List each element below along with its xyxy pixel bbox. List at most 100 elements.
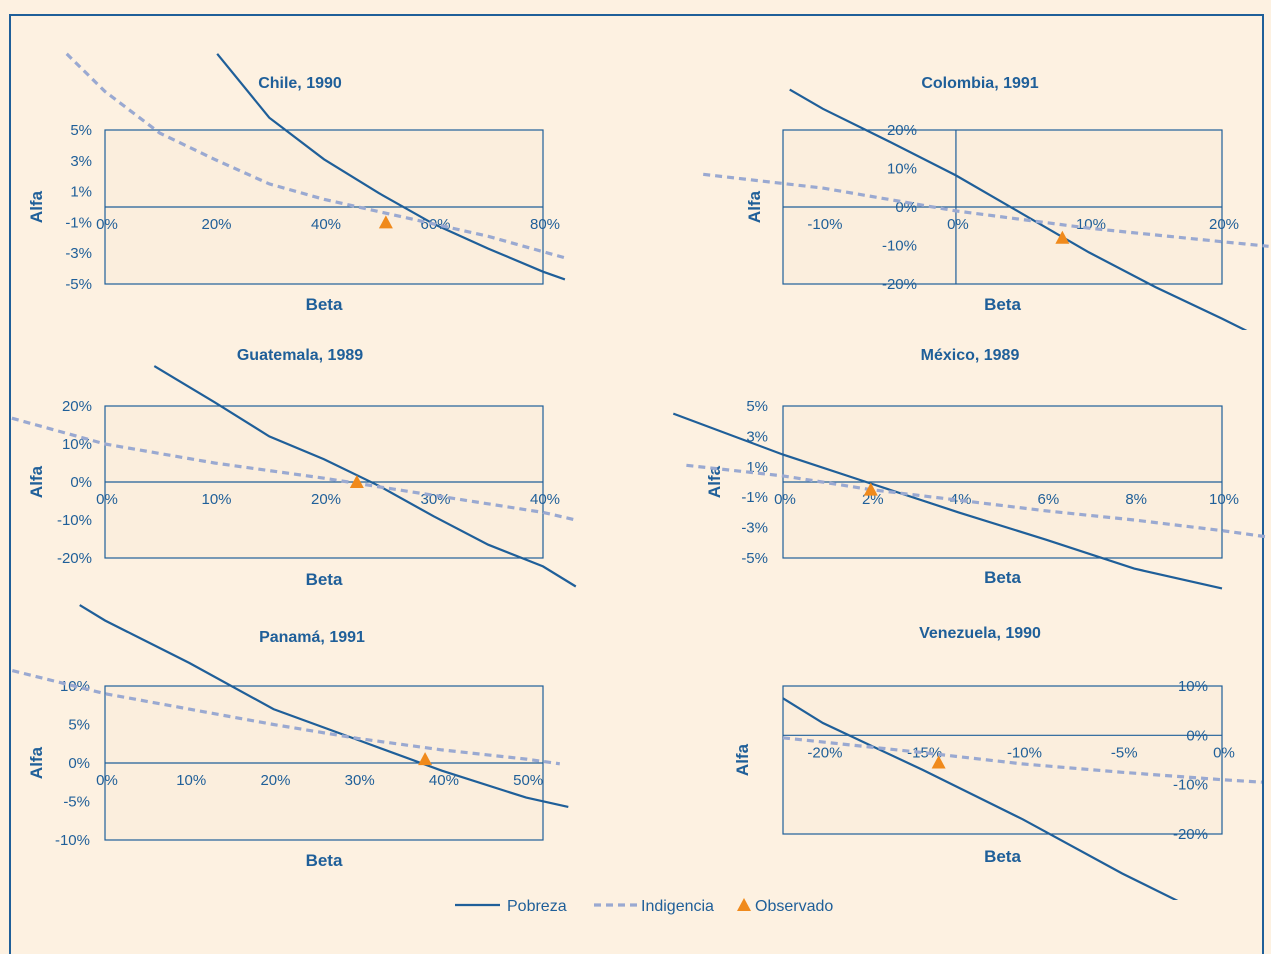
x-axis-label: Beta [306, 570, 343, 589]
x-axis-label: Beta [984, 295, 1021, 314]
legend-pobreza-label: Pobreza [507, 898, 567, 915]
indigencia-line [686, 463, 1267, 539]
y-tick-label: 10% [1178, 678, 1208, 695]
x-tick-label: -15% [907, 744, 942, 761]
x-tick-label: -10% [807, 216, 842, 233]
x-tick-label: -10% [1007, 744, 1042, 761]
y-tick-label: -3% [65, 245, 92, 262]
x-tick-label: -5% [1111, 744, 1138, 761]
y-tick-label: 20% [887, 122, 917, 139]
chart-title: México, 1989 [921, 347, 1020, 364]
y-tick-label: 0% [68, 755, 90, 772]
y-tick-label: 5% [68, 717, 90, 734]
observado-marker [931, 755, 946, 769]
x-tick-label: 20% [1209, 216, 1239, 233]
chart-panel-4: 10%5%0%-5%-10%0% 10% 20% 30% 40% 50%Panamá, 1… [11, 604, 569, 870]
x-tick-label: 0% [1213, 744, 1235, 761]
x-tick-label: 30% [345, 772, 375, 789]
y-axis-label: Alfa [745, 190, 764, 223]
y-tick-label: -10% [882, 238, 917, 255]
pobreza-line [79, 604, 569, 808]
observado-marker [1055, 230, 1070, 244]
x-tick-label: 0% [96, 216, 118, 233]
y-tick-label: -20% [57, 550, 92, 567]
y-axis-label: Alfa [27, 746, 46, 779]
legend-observado-label: Observado [755, 898, 833, 915]
y-tick-label: -20% [882, 276, 917, 293]
plot-area [782, 685, 1223, 835]
x-tick-label: 6% [1038, 491, 1060, 508]
x-tick-label: 8% [1125, 491, 1147, 508]
y-tick-label: -1% [65, 214, 92, 231]
series-group [11, 365, 577, 588]
y-tick-label: -10% [1173, 777, 1208, 794]
series-group [703, 88, 1269, 330]
y-axis-label: Alfa [27, 465, 46, 498]
y-tick-label: -5% [63, 794, 90, 811]
y-tick-label: -5% [65, 276, 92, 293]
x-tick-label: 10% [1209, 491, 1239, 508]
y-tick-label: 3% [70, 153, 92, 170]
observado-marker [378, 215, 393, 229]
x-tick-label: 0% [774, 491, 796, 508]
observado-marker [349, 475, 364, 488]
x-axis-label: Beta [306, 851, 343, 870]
legend-indigencia-label: Indigencia [641, 898, 714, 915]
y-tick-label: 10% [887, 161, 917, 178]
chart-panel-0: 5%3%1%-1%-3%-5%0% 20% 40% 60% 80%Chile, 1990… [27, 52, 566, 314]
y-tick-label: 0% [70, 474, 92, 491]
y-tick-label: -1% [741, 489, 768, 506]
series-group [11, 604, 569, 808]
pobreza-line [789, 88, 1248, 330]
y-axis-label: Alfa [733, 743, 752, 776]
pobreza-line [672, 412, 1223, 590]
chart-title: Chile, 1990 [258, 75, 342, 92]
chart-title: Panamá, 1991 [259, 629, 365, 646]
chart-panel-2: 20%10%0%-10%-20%0% 10% 20% 30% 40%Guatemala,… [11, 347, 577, 589]
x-tick-label: 20% [311, 491, 341, 508]
chart-panel-3: 5%3%1%-1%-3%-5%0% 2% 4% 6% 8% 10%México, 1989… [672, 347, 1267, 590]
x-tick-label: 10% [201, 491, 231, 508]
indigencia-line [11, 669, 561, 766]
observado-marker [863, 482, 878, 496]
x-tick-label: 40% [429, 772, 459, 789]
x-tick-label: 10% [176, 772, 206, 789]
x-axis-label: Beta [984, 568, 1021, 587]
y-tick-label: 0% [1186, 727, 1208, 744]
y-tick-label: 1% [70, 184, 92, 201]
y-tick-label: 5% [746, 398, 768, 415]
figure-frame [9, 14, 1264, 954]
x-tick-label: 20% [260, 772, 290, 789]
series-group [672, 412, 1267, 590]
x-tick-label: 0% [96, 491, 118, 508]
x-tick-label: 40% [311, 216, 341, 233]
y-tick-label: -5% [741, 550, 768, 567]
pobreza-line [782, 697, 1179, 900]
y-tick-label: -10% [57, 512, 92, 529]
x-axis-label: Beta [984, 847, 1021, 866]
chart-title: Guatemala, 1989 [237, 347, 363, 364]
y-axis-label: Alfa [705, 465, 724, 498]
x-tick-label: 20% [201, 216, 231, 233]
x-tick-label: 0% [947, 216, 969, 233]
x-tick-label: 0% [96, 772, 118, 789]
chart-panel-5: 10% 0% -10% -20% -20% -15% -10% -5% 0% Venezuela,… [733, 625, 1263, 900]
y-tick-label: -20% [1173, 826, 1208, 843]
chart-title: Venezuela, 1990 [919, 625, 1041, 642]
y-tick-label: -3% [741, 520, 768, 537]
chart-title: Colombia, 1991 [921, 75, 1038, 92]
indigencia-line [65, 52, 566, 260]
indigencia-line [11, 416, 577, 522]
pobreza-line [216, 53, 566, 281]
y-tick-label: 3% [746, 428, 768, 445]
x-axis-label: Beta [306, 295, 343, 314]
observado-marker [418, 752, 433, 766]
x-tick-label: -20% [807, 744, 842, 761]
chart-panel-1: 20%10%0%-10%-20%-10% 0% 10% 20%Colombia, 19… [703, 75, 1269, 330]
y-tick-label: 20% [62, 398, 92, 415]
y-axis-label: Alfa [27, 190, 46, 223]
x-tick-label: 40% [530, 491, 560, 508]
indigencia-line [703, 172, 1269, 248]
y-tick-label: 10% [62, 436, 92, 453]
